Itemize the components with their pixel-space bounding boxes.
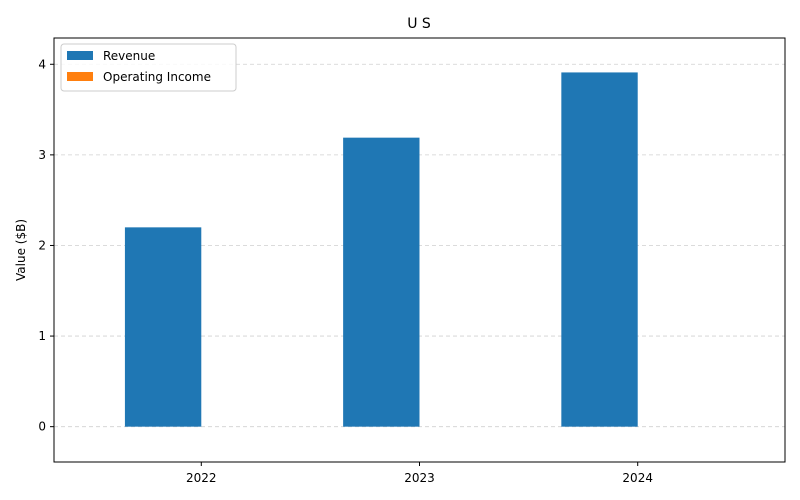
y-tick-label: 3 [38, 148, 46, 162]
bar-revenue-2022 [124, 227, 202, 427]
x-tick-label: 2022 [186, 471, 217, 485]
y-tick-label: 1 [38, 329, 46, 343]
legend-label-revenue: Revenue [103, 49, 155, 63]
legend-label-operating-income: Operating Income [103, 70, 211, 84]
x-tick-label: 2023 [404, 471, 435, 485]
legend-swatch-revenue [67, 51, 93, 60]
legend: Revenue Operating Income [60, 43, 237, 92]
bars [124, 72, 638, 427]
legend-swatch-operating-income [67, 72, 93, 81]
bar-revenue-2024 [561, 72, 638, 427]
chart-title: U S [407, 16, 431, 32]
y-tick-label: 2 [38, 238, 46, 252]
legend-frame [60, 43, 237, 92]
y-tick-label: 4 [38, 57, 46, 71]
y-tick-label: 0 [38, 420, 46, 434]
x-tick-label: 2024 [622, 471, 653, 485]
bar-revenue-2023 [343, 137, 420, 427]
y-axis-title: Value ($B) [14, 219, 28, 281]
axis-ticks: 0 1 2 3 4 2022 2023 2024 [38, 57, 653, 485]
